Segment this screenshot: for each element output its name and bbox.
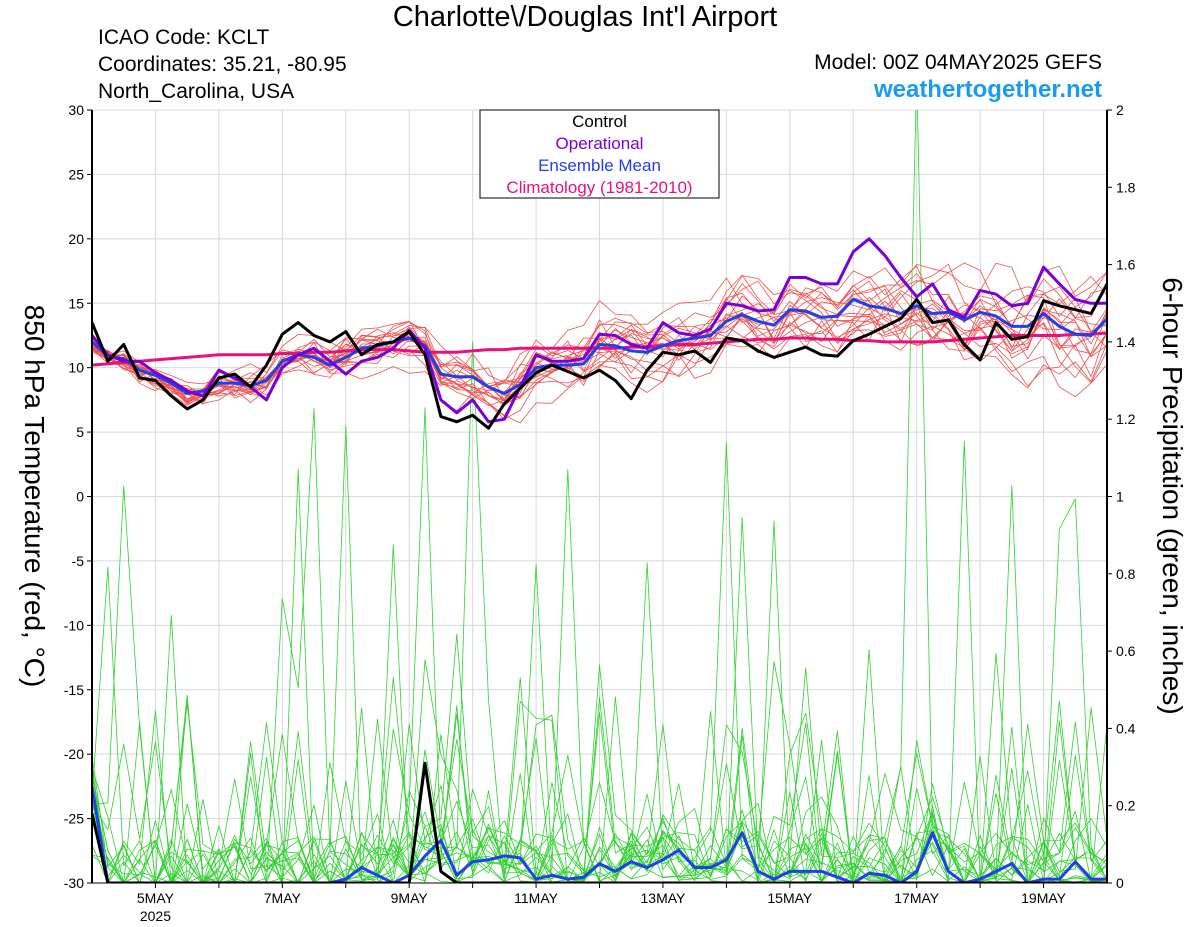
y2-tick-label: 0.6 [1116, 643, 1136, 659]
model-run: Model: 00Z 04MAY2025 GEFS [814, 51, 1102, 74]
y2-tick-label: 0.4 [1116, 720, 1136, 736]
temp-members [92, 262, 1107, 424]
y-tick-label: -30 [64, 875, 84, 891]
y2-tick-label: 1.4 [1116, 334, 1136, 350]
precip-member-line [92, 341, 1107, 883]
precip-member-line [92, 440, 1107, 883]
x-tick-label: 11MAY [514, 890, 558, 906]
temp-control-line [92, 283, 1107, 430]
temp-operational-line [92, 237, 1107, 424]
temp-member-line [92, 265, 1107, 402]
precip-member-line [92, 710, 1107, 883]
temp-member-line [92, 262, 1107, 405]
y-tick-label: -20 [64, 746, 84, 762]
legend-climatology: Climatology (1981-2010) [506, 178, 692, 197]
x-year-label: 2025 [140, 908, 171, 924]
y2-tick-label: 0 [1116, 875, 1124, 891]
y-tick-label: 30 [68, 102, 84, 118]
precip-member-line [92, 408, 1107, 883]
chart-title: Charlotte\/Douglas Int'l Airport [392, 1, 778, 33]
y2-tick-label: 1 [1116, 489, 1124, 505]
x-tick-label: 13MAY [641, 890, 687, 906]
y-tick-label: 15 [68, 295, 84, 311]
y2-tick-label: 2 [1116, 102, 1124, 118]
y-tick-label: 5 [76, 424, 84, 440]
y2-tick-label: 1.8 [1116, 179, 1136, 195]
precip-member-line [92, 723, 1107, 883]
y2-tick-label: 1.2 [1116, 411, 1136, 427]
precip-member-line [92, 710, 1107, 883]
y2-tick-label: 0.8 [1116, 566, 1136, 582]
y-tick-label: 20 [68, 231, 84, 247]
legend-control: Control [572, 112, 627, 131]
precip-member-line [92, 468, 1107, 883]
y-tick-label: -25 [64, 811, 84, 827]
temp-climatology-line [92, 331, 1107, 367]
y2-tick-label: 1.6 [1116, 257, 1136, 273]
y2-tick-label: 0.2 [1116, 798, 1136, 814]
legend-box [479, 109, 720, 199]
region: North_Carolina, USA [98, 80, 295, 103]
x-tick-label: 5MAY [137, 890, 175, 906]
y-tick-label: -15 [64, 682, 84, 698]
temp-ensemble-mean-line [92, 297, 1107, 395]
x-tick-label: 19MAY [1021, 890, 1067, 906]
temp-member-line [92, 285, 1107, 400]
temp-member-line [92, 271, 1107, 406]
y-tick-label: -10 [64, 617, 84, 633]
legend: Control Operational Ensemble Mean Climatolo… [479, 109, 720, 199]
temp-member-line [92, 284, 1107, 406]
x-tick-label: 17MAY [894, 890, 940, 906]
y-tick-label: -5 [72, 553, 85, 569]
coordinates: Coordinates: 35.21, -80.95 [98, 53, 347, 76]
x-tick-label: 15MAY [767, 890, 813, 906]
x-tick-label: 9MAY [391, 890, 429, 906]
legend-ensemble-mean: Ensemble Mean [538, 156, 661, 175]
temp-member-line [92, 280, 1107, 398]
plot-area [92, 110, 1107, 883]
y-tick-label: 10 [68, 360, 84, 376]
precip-member-line [92, 661, 1107, 883]
x-tick-label: 7MAY [264, 890, 302, 906]
precip-ensemble-mean-line [92, 786, 1107, 883]
y-tick-label: 25 [68, 166, 84, 182]
site-link[interactable]: weathertogether.net [873, 76, 1102, 103]
legend-operational: Operational [556, 134, 644, 153]
y-tick-label: 0 [76, 489, 84, 505]
icao-code: ICAO Code: KCLT [98, 26, 270, 49]
